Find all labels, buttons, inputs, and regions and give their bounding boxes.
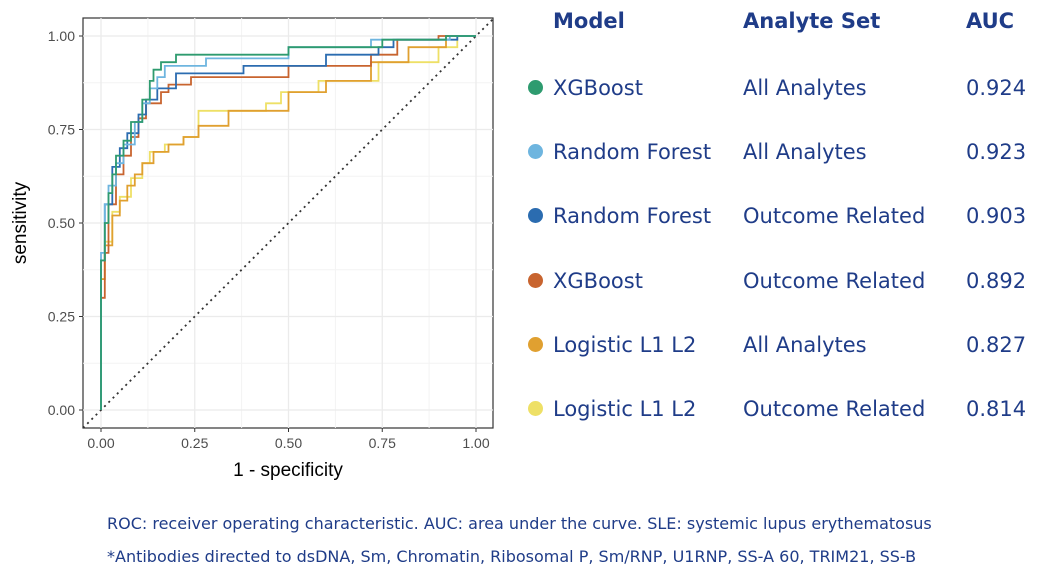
legend-analyte-set: Outcome Related [743, 397, 926, 421]
legend-model: Logistic L1 L2 [553, 332, 697, 357]
legend-row: XGBoost Outcome Related 0.892 [520, 266, 1040, 296]
legend-row: Random Forest Outcome Related 0.903 [520, 201, 1040, 231]
footnote-antibodies: *Antibodies directed to dsDNA, Sm, Chrom… [107, 547, 917, 566]
roc-chart: 0.00 0.25 0.50 0.75 1.00 0.00 0.25 0.50 0.75 1.00… [10, 17, 495, 481]
x-tick-label: 0.00 [87, 435, 114, 451]
y-tick-label: 0.50 [48, 215, 75, 231]
roc-curve [100, 35, 476, 410]
legend-model: Logistic L1 L2 [553, 397, 697, 421]
y-tick-label: 1.00 [48, 28, 75, 44]
legend-color-dot [528, 144, 543, 160]
legend-auc: 0.827 [966, 332, 1027, 357]
x-axis-title: 1 - specificity [233, 460, 343, 481]
legend-color-dot [528, 401, 543, 416]
legend-row: XGBoost All Analytes 0.924 [520, 73, 1040, 103]
y-tick-label: 0.25 [48, 309, 75, 325]
legend-row: Logistic L1 L2 All Analytes 0.827 [520, 330, 1040, 360]
grid-lines [83, 18, 493, 428]
legend-row: Logistic L1 L2 Outcome Related 0.814 [520, 394, 1040, 424]
x-tick-label: 1.00 [462, 435, 489, 451]
legend-auc: 0.903 [966, 204, 1027, 229]
x-tick-label: 0.25 [181, 435, 208, 451]
legend-table: Model Analyte Set AUC XGBoost All Analyte… [520, 0, 1040, 460]
legend-auc: 0.923 [966, 140, 1027, 165]
footnote-abbreviations: ROC: receiver operating characteristic. … [107, 514, 932, 533]
legend-color-dot [528, 208, 543, 224]
legend-analyte-set: All Analytes [743, 76, 867, 100]
x-tick-label: 0.75 [369, 435, 396, 451]
header-auc: AUC [966, 9, 1015, 33]
legend-analyte-set: Outcome Related [743, 204, 926, 229]
legend-model: Random Forest [553, 140, 712, 165]
roc-curve [100, 35, 476, 410]
header-model: Model [553, 9, 625, 33]
legend-analyte-set: Outcome Related [743, 268, 926, 293]
header-analyte-set: Analyte Set [743, 9, 881, 33]
legend-row: Random Forest All Analytes 0.923 [520, 137, 1040, 167]
legend-model: XGBoost [553, 268, 643, 293]
legend-auc: 0.892 [966, 268, 1027, 293]
y-tick-label: 0.75 [48, 122, 75, 138]
legend-color-dot [528, 336, 543, 352]
axis-ticks: 0.00 0.25 0.50 0.75 1.00 0.00 0.25 0.50 0.75 1.00 [48, 28, 490, 451]
legend-color-dot [528, 272, 543, 288]
y-tick-label: 0.00 [48, 402, 75, 418]
x-tick-label: 0.50 [275, 435, 302, 451]
y-axis-title: sensitivity [10, 181, 31, 264]
legend-analyte-set: All Analytes [743, 140, 867, 165]
legend-color-dot [528, 80, 543, 95]
legend-model: XGBoost [553, 76, 643, 100]
reference-diagonal [82, 17, 495, 429]
legend-auc: 0.814 [966, 397, 1027, 421]
roc-curves [100, 35, 476, 410]
legend-auc: 0.924 [966, 76, 1027, 100]
legend-model: Random Forest [553, 204, 712, 229]
legend-analyte-set: All Analytes [743, 332, 867, 357]
